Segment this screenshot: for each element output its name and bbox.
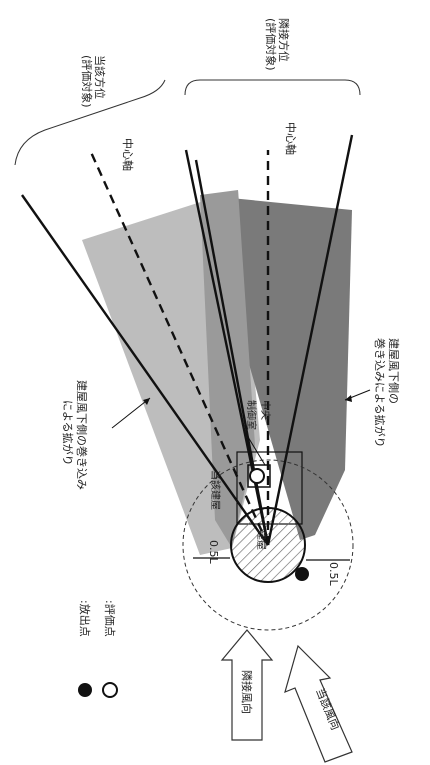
target-building-label: 当該建屋	[209, 470, 222, 510]
adjacent-direction-eval-label: (評価対象)	[264, 18, 278, 71]
adjacent-direction-brace	[184, 79, 361, 96]
control-room-label-1: 中央	[259, 400, 272, 420]
wake-left-leader	[111, 397, 151, 429]
target-center-axis-line	[88, 149, 270, 546]
target-direction-brace	[14, 79, 166, 166]
dist-left-label: 0.5L	[207, 540, 220, 564]
legend-release-icon	[78, 683, 92, 697]
wind-target-arrow	[284, 644, 353, 763]
wake-left-label-2: による拡がり	[61, 400, 75, 466]
center-axis-label-2: 中心軸	[284, 122, 298, 155]
legend-eval-icon	[102, 682, 118, 698]
wake-left-label-1: 建屋風下側の巻き込み	[75, 380, 89, 490]
control-room-leader	[244, 431, 266, 466]
release-point-marker	[295, 567, 309, 581]
target-direction-eval-label: (評価対象)	[80, 55, 94, 108]
legend-release-label: :放出点	[78, 600, 92, 637]
evaluation-point-marker	[249, 468, 265, 484]
adjacent-direction-label: 隣接方位	[277, 18, 291, 62]
wind-adjacent-label: 隣接風向	[240, 670, 254, 714]
wake-right-arrowhead	[345, 395, 352, 402]
building-label: 建屋	[255, 530, 268, 550]
legend-eval-label: :評価点	[103, 600, 117, 637]
half-l-dashed-circle	[182, 459, 354, 631]
wake-right-label-1: 建屋風下側の	[387, 338, 401, 404]
wake-right-label-2: 巻き込みによる拡がり	[373, 338, 387, 448]
wake-left-arrowhead	[143, 398, 150, 405]
dist-right-label: 0.5L	[327, 562, 340, 586]
target-direction-label: 当該方位	[93, 55, 107, 99]
control-room-box	[247, 464, 271, 488]
adjacent-sector-edge-right	[266, 134, 354, 546]
center-axis-label-1: 中心軸	[121, 138, 135, 171]
control-room-label-2: 制御室	[245, 400, 258, 430]
target-sector-edge-left	[21, 194, 269, 546]
wind-adjacent-arrow	[220, 629, 274, 741]
